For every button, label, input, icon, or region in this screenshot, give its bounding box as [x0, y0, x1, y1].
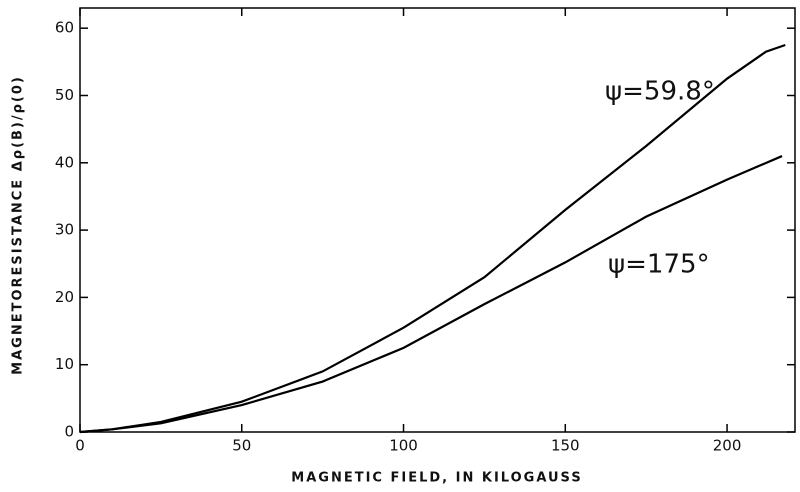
- x-tick-label: 100: [389, 437, 418, 455]
- y-axis-label: MAGNETORESISTANCE Δρ(B)/ρ(0): [11, 75, 26, 375]
- y-tick-label: 0: [64, 423, 74, 441]
- series-label: ψ=59.8°: [605, 77, 715, 107]
- x-tick-label: 150: [551, 437, 580, 455]
- x-tick-label: 50: [232, 437, 251, 455]
- x-tick-label: 0: [75, 437, 85, 455]
- series-label: ψ=175°: [608, 250, 710, 280]
- data-line: [79, 43, 786, 434]
- x-tick-label: 200: [713, 437, 742, 455]
- y-tick-label: 30: [55, 221, 74, 239]
- data-line: [79, 155, 783, 434]
- x-axis-label: MAGNETIC FIELD, IN KILOGAUSS: [291, 471, 582, 486]
- y-tick-label: 10: [55, 355, 74, 373]
- y-tick-label: 20: [55, 288, 74, 306]
- plot-frame: [79, 7, 796, 433]
- y-tick-label: 60: [55, 19, 74, 37]
- y-tick-label: 40: [55, 153, 74, 171]
- y-tick-label: 50: [55, 86, 74, 104]
